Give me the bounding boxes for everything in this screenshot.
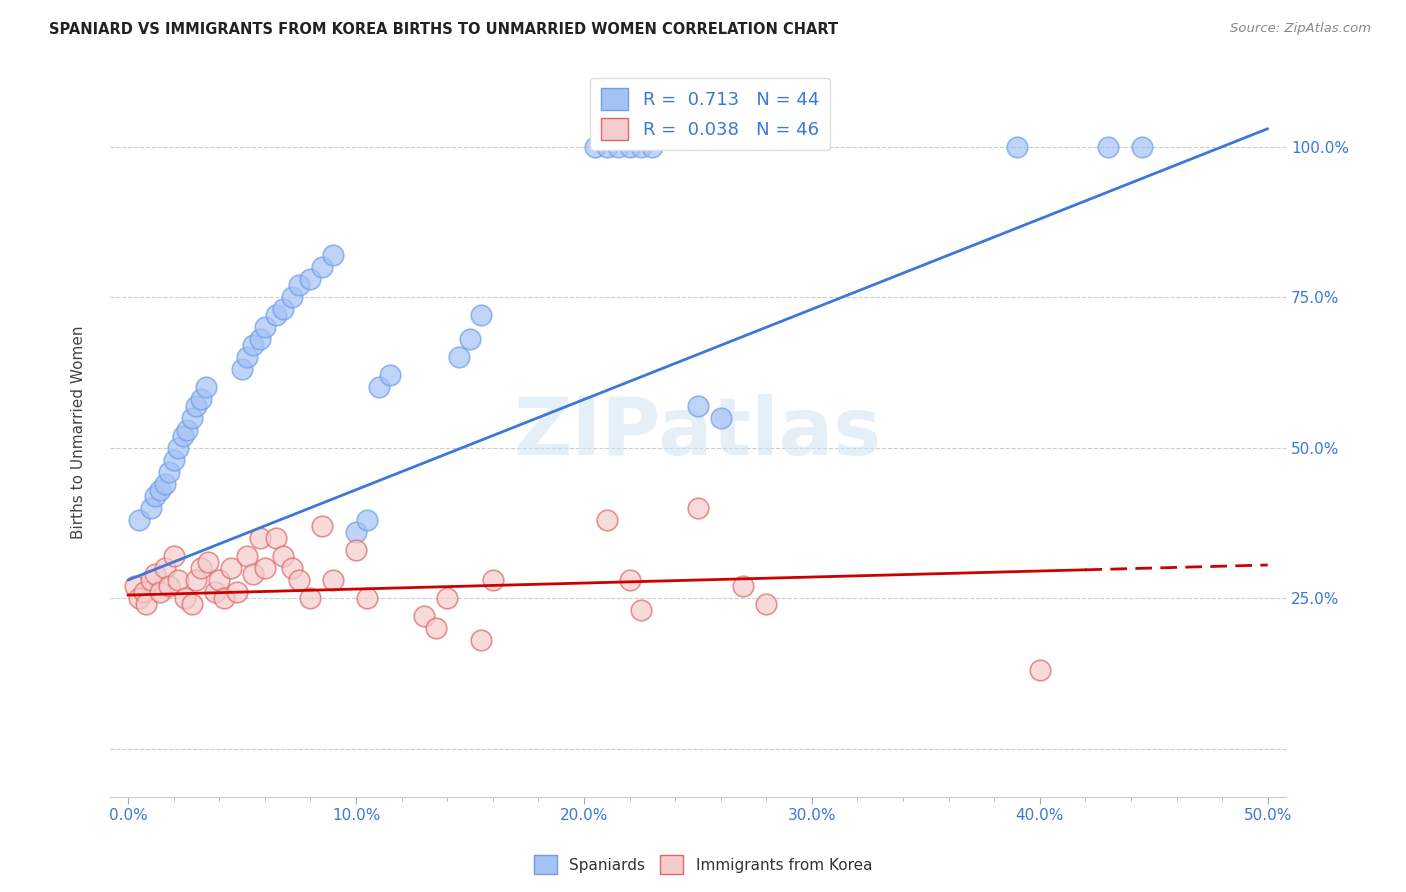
Y-axis label: Births to Unmarried Women: Births to Unmarried Women <box>72 326 86 540</box>
Point <box>271 549 294 563</box>
Point <box>344 543 367 558</box>
Point <box>380 368 402 383</box>
Point <box>172 428 194 442</box>
Point <box>356 591 378 606</box>
Point <box>235 351 257 365</box>
Point <box>163 452 186 467</box>
Point <box>153 561 176 575</box>
Point <box>630 140 652 154</box>
Point <box>174 591 197 606</box>
Point <box>212 591 235 606</box>
Point <box>249 531 271 545</box>
Point <box>1130 140 1153 154</box>
Point <box>641 140 664 154</box>
Point <box>253 320 276 334</box>
Point <box>135 597 157 611</box>
Point <box>322 248 344 262</box>
Point <box>447 351 470 365</box>
Point <box>208 573 231 587</box>
Point <box>176 423 198 437</box>
Point <box>242 567 264 582</box>
Point <box>235 549 257 563</box>
Point <box>132 585 155 599</box>
Point <box>157 579 180 593</box>
Point <box>607 140 630 154</box>
Point <box>157 465 180 479</box>
Point <box>733 579 755 593</box>
Point <box>1029 663 1052 677</box>
Point <box>167 441 190 455</box>
Point <box>264 308 287 322</box>
Point <box>149 585 172 599</box>
Point <box>311 519 333 533</box>
Legend: R =  0.713   N = 44, R =  0.038   N = 46: R = 0.713 N = 44, R = 0.038 N = 46 <box>591 78 830 151</box>
Point <box>299 272 322 286</box>
Point <box>413 609 436 624</box>
Point <box>686 500 709 515</box>
Point <box>481 573 503 587</box>
Point <box>249 332 271 346</box>
Point <box>425 621 447 635</box>
Point <box>186 399 208 413</box>
Point <box>367 380 389 394</box>
Point <box>139 573 162 587</box>
Text: ZIPatlas: ZIPatlas <box>513 393 882 472</box>
Point <box>186 573 208 587</box>
Point <box>128 591 150 606</box>
Point <box>145 567 167 582</box>
Point <box>344 524 367 539</box>
Point <box>1005 140 1028 154</box>
Point <box>436 591 458 606</box>
Point <box>180 410 202 425</box>
Point <box>264 531 287 545</box>
Point <box>710 410 733 425</box>
Point <box>242 338 264 352</box>
Point <box>194 380 217 394</box>
Point <box>470 633 492 648</box>
Point <box>145 489 167 503</box>
Point <box>153 476 176 491</box>
Point <box>163 549 186 563</box>
Point <box>630 603 652 617</box>
Point <box>686 399 709 413</box>
Point <box>322 573 344 587</box>
Point <box>288 278 311 293</box>
Point <box>231 362 253 376</box>
Point <box>619 573 641 587</box>
Point <box>596 140 619 154</box>
Point <box>458 332 481 346</box>
Point <box>271 302 294 317</box>
Point <box>180 597 202 611</box>
Point <box>204 585 226 599</box>
Point <box>124 579 146 593</box>
Point <box>253 561 276 575</box>
Point <box>190 561 212 575</box>
Point <box>470 308 492 322</box>
Text: Source: ZipAtlas.com: Source: ZipAtlas.com <box>1230 22 1371 36</box>
Point <box>311 260 333 274</box>
Point <box>219 561 242 575</box>
Text: SPANIARD VS IMMIGRANTS FROM KOREA BIRTHS TO UNMARRIED WOMEN CORRELATION CHART: SPANIARD VS IMMIGRANTS FROM KOREA BIRTHS… <box>49 22 838 37</box>
Point <box>226 585 249 599</box>
Point <box>281 290 304 304</box>
Point <box>149 483 172 497</box>
Legend: Spaniards, Immigrants from Korea: Spaniards, Immigrants from Korea <box>527 849 879 880</box>
Point <box>1097 140 1119 154</box>
Point <box>596 513 619 527</box>
Point <box>139 500 162 515</box>
Point <box>167 573 190 587</box>
Point <box>281 561 304 575</box>
Point <box>299 591 322 606</box>
Point <box>190 392 212 407</box>
Point <box>197 555 219 569</box>
Point <box>288 573 311 587</box>
Point <box>755 597 778 611</box>
Point <box>619 140 641 154</box>
Point <box>128 513 150 527</box>
Point <box>583 140 606 154</box>
Point <box>356 513 378 527</box>
